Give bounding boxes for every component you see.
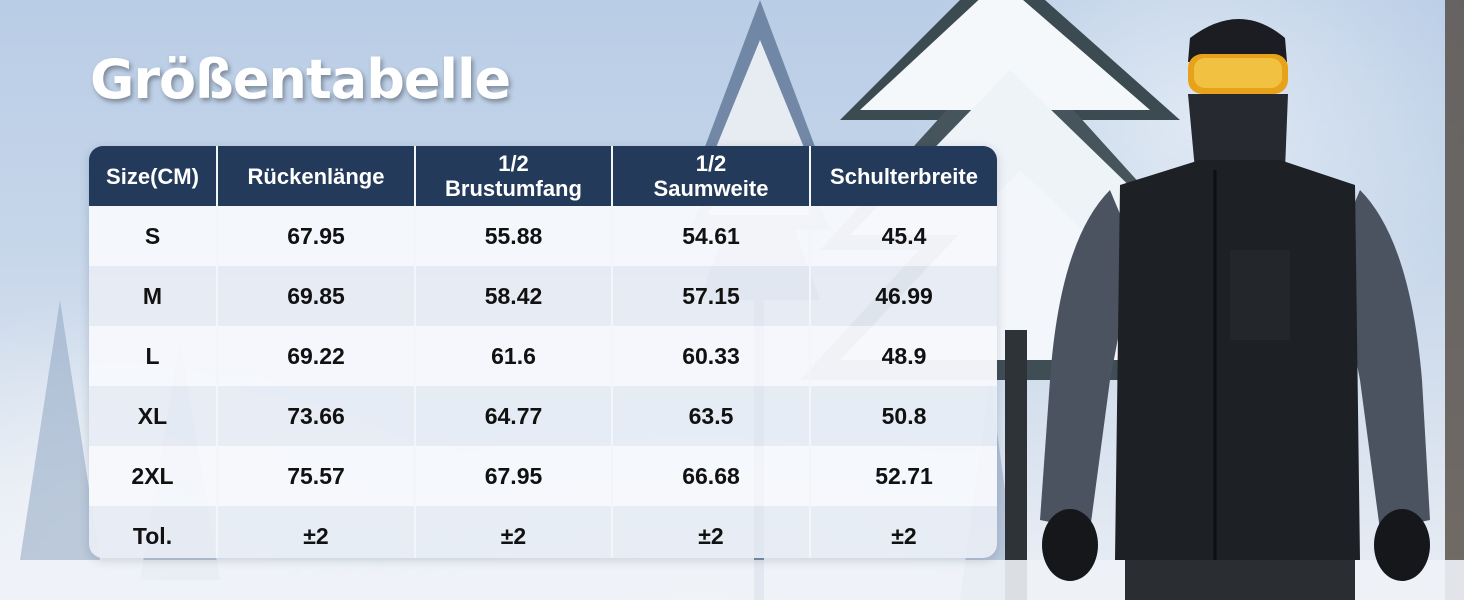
table-cell: 46.99 [809,266,997,326]
table-row: Tol. ±2 ±2 ±2 ±2 [89,506,997,558]
size-cell: L [89,326,217,386]
header-half-hem: 1/2 Saumweite [611,146,810,206]
table-row: 2XL 75.57 67.95 66.68 52.71 [89,446,997,506]
table-cell: 45.4 [809,206,997,266]
table-cell: 66.68 [611,446,810,506]
size-cell: M [89,266,217,326]
table-cell: 67.95 [414,446,612,506]
header-size: Size(CM) [89,146,217,206]
table-cell: 64.77 [414,386,612,446]
table-cell: 69.85 [216,266,415,326]
header-row: Size(CM) Rückenlänge 1/2 Brustumfang 1/2… [89,146,997,206]
size-cell: Tol. [89,506,217,558]
size-table: Size(CM) Rückenlänge 1/2 Brustumfang 1/2… [89,146,997,558]
page-title: Größentabelle [90,48,511,111]
table-cell: 73.66 [216,386,415,446]
size-cell: S [89,206,217,266]
table-cell: 69.22 [216,326,415,386]
table-cell: ±2 [414,506,612,558]
table-row: XL 73.66 64.77 63.5 50.8 [89,386,997,446]
table-cell: 57.15 [611,266,810,326]
table-cell: 55.88 [414,206,612,266]
size-cell: XL [89,386,217,446]
header-back-length: Rückenlänge [216,146,415,206]
table-cell: 54.61 [611,206,810,266]
header-half-chest: 1/2 Brustumfang [414,146,612,206]
person-image [1040,19,1430,600]
table-cell: 60.33 [611,326,810,386]
table-cell: 63.5 [611,386,810,446]
table-cell: 48.9 [809,326,997,386]
table-cell: 75.57 [216,446,415,506]
table-cell: 52.71 [809,446,997,506]
table-row: S 67.95 55.88 54.61 45.4 [89,206,997,266]
table-cell: ±2 [809,506,997,558]
table-cell: 67.95 [216,206,415,266]
size-cell: 2XL [89,446,217,506]
table-cell: 61.6 [414,326,612,386]
size-chart-table: Size(CM) Rückenlänge 1/2 Brustumfang 1/2… [89,146,997,558]
table-cell: ±2 [611,506,810,558]
table-cell: 50.8 [809,386,997,446]
table-row: L 69.22 61.6 60.33 48.9 [89,326,997,386]
table-cell: ±2 [216,506,415,558]
header-shoulder-width: Schulterbreite [809,146,997,206]
table-cell: 58.42 [414,266,612,326]
table-row: M 69.85 58.42 57.15 46.99 [89,266,997,326]
